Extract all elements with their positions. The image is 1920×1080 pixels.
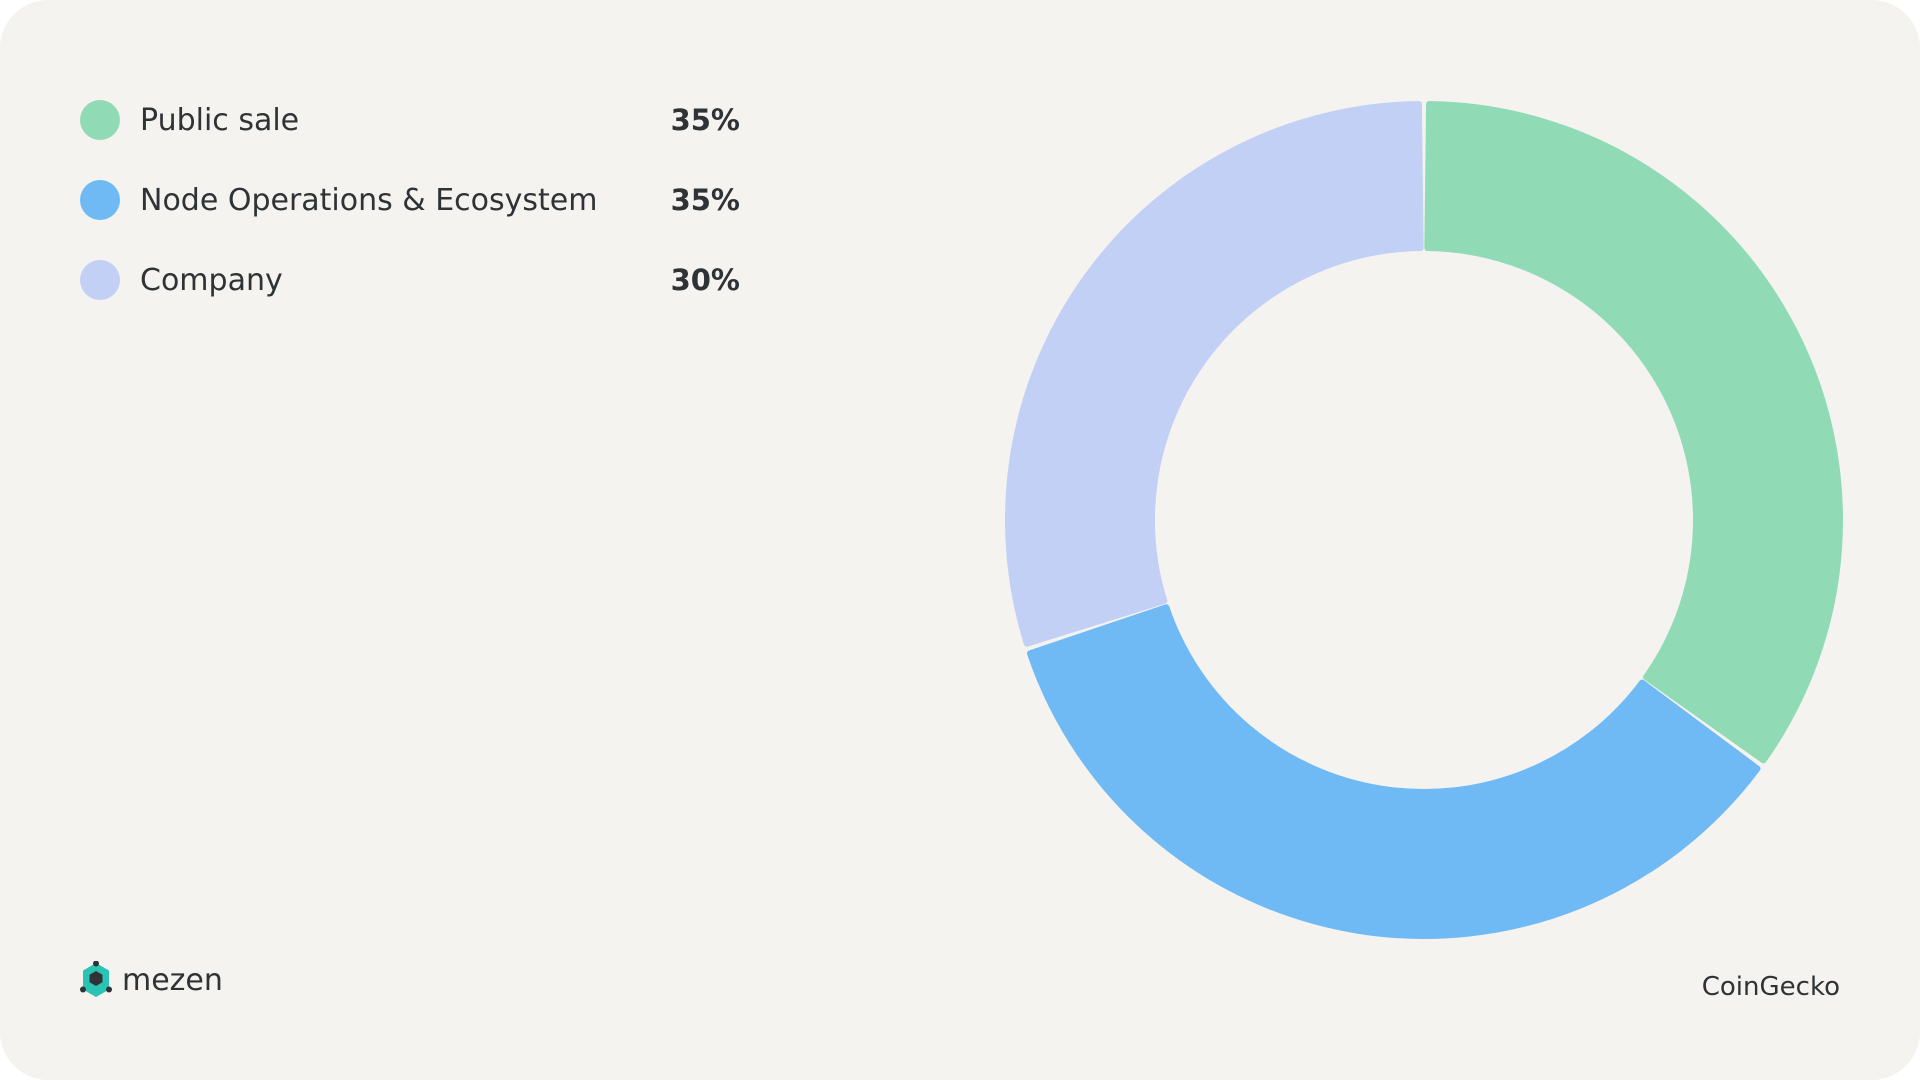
legend-swatch-public-sale bbox=[80, 100, 120, 140]
brand-logo: mezen bbox=[78, 960, 223, 1000]
donut-slice-public-sale bbox=[1424, 101, 1843, 764]
legend-value: 35% bbox=[670, 103, 740, 137]
legend-value: 35% bbox=[670, 183, 740, 217]
legend-item-public-sale: Public sale 35% bbox=[80, 100, 740, 140]
legend-item-company: Company 30% bbox=[80, 260, 740, 300]
legend-swatch-company bbox=[80, 260, 120, 300]
brand-name: mezen bbox=[122, 962, 223, 998]
donut-slice-node-operations bbox=[1026, 604, 1761, 939]
legend-label: Public sale bbox=[140, 102, 300, 138]
source-label: CoinGecko bbox=[1701, 972, 1840, 1002]
mezen-logo-icon bbox=[80, 961, 112, 997]
legend: Public sale 35% Node Operations & Ecosys… bbox=[80, 100, 740, 340]
legend-label: Company bbox=[140, 262, 283, 298]
legend-item-node-operations: Node Operations & Ecosystem 35% bbox=[80, 180, 740, 220]
donut-slice-company bbox=[1005, 101, 1424, 647]
legend-value: 30% bbox=[670, 263, 740, 297]
legend-label: Node Operations & Ecosystem bbox=[140, 182, 598, 218]
legend-swatch-node-operations bbox=[80, 180, 120, 220]
